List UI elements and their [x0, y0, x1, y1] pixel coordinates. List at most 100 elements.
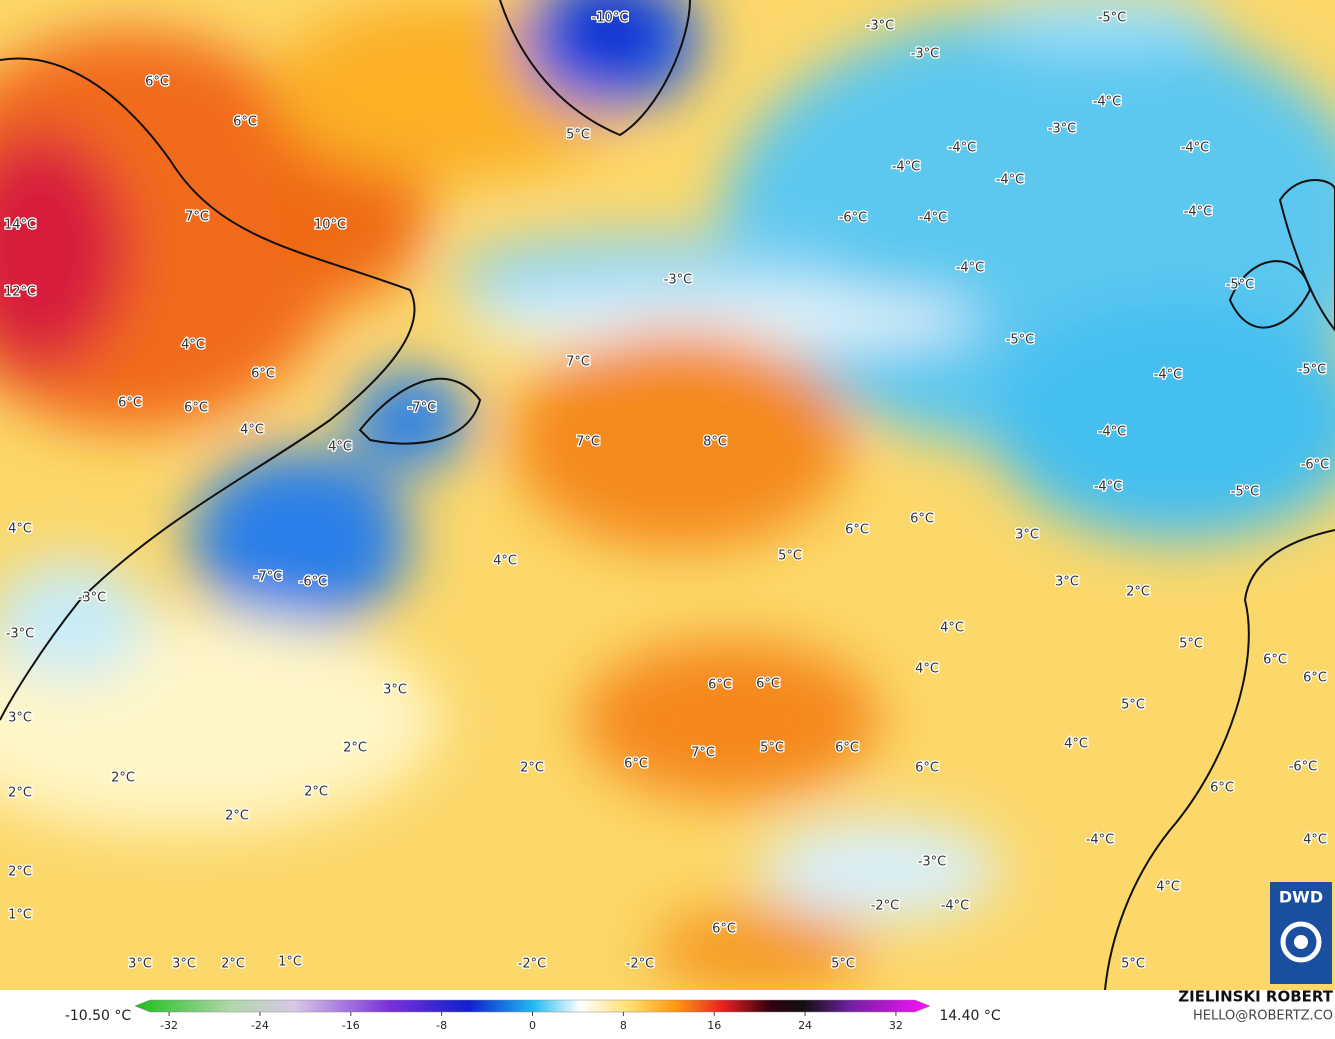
colorbar-tick-label: 8	[620, 1019, 627, 1032]
temperature-label: 1°C	[8, 908, 32, 923]
temperature-label: -4°C	[1086, 833, 1115, 848]
temperature-label: 4°C	[940, 621, 964, 636]
temperature-label: -4°C	[1181, 141, 1210, 156]
logo: DWD	[1270, 882, 1332, 984]
temperature-label: -5°C	[1098, 11, 1127, 26]
temperature-label: 5°C	[1179, 637, 1203, 652]
temperature-label: 4°C	[240, 423, 264, 438]
temperature-label: -2°C	[518, 957, 547, 972]
temperature-label: 6°C	[233, 115, 257, 130]
colorbar-max: 14.40 °C	[939, 1008, 1001, 1024]
colorbar-tick-label: -32	[160, 1019, 178, 1032]
temperature-label: 6°C	[251, 367, 275, 382]
temperature-label: 6°C	[1303, 671, 1327, 686]
temperature-label: -10°C	[592, 11, 629, 26]
temperature-label: 6°C	[756, 677, 780, 692]
temperature-labels: -10°C 5°C 6°C 6°C 7°C 10°C 14°C 12°C 4°C 6°C 6°C 6°…	[3, 9, 1331, 973]
colorbar-tick-label: -16	[342, 1019, 360, 1032]
temperature-label: 7°C	[576, 435, 600, 450]
temperature-label: 2°C	[111, 771, 135, 786]
temperature-label: 6°C	[624, 757, 648, 772]
temperature-label: -5°C	[1298, 363, 1327, 378]
temperature-label: 4°C	[915, 662, 939, 677]
temperature-label: 5°C	[778, 549, 802, 564]
temperature-label: -4°C	[1154, 368, 1183, 383]
temperature-label: 6°C	[145, 75, 169, 90]
temperature-label: -3°C	[78, 591, 107, 606]
temperature-label: 6°C	[708, 678, 732, 693]
temperature-label: 8°C	[703, 435, 727, 450]
temperature-label: -5°C	[1231, 485, 1260, 500]
temperature-label: 3°C	[128, 957, 152, 972]
temperature-label: 7°C	[185, 210, 209, 225]
temperature-label: -5°C	[1226, 278, 1255, 293]
temperature-label: -4°C	[1094, 480, 1123, 495]
temperature-label: -3°C	[866, 19, 895, 34]
credit-name: ZIELINSKI ROBERT	[1178, 988, 1333, 1006]
temperature-label: 6°C	[712, 922, 736, 937]
temperature-label: -7°C	[254, 570, 283, 585]
temperature-label: 2°C	[225, 809, 249, 824]
temperature-label: 1°C	[278, 955, 302, 970]
temperature-label: -6°C	[1289, 760, 1318, 775]
colorbar-tick-label: 0	[529, 1019, 536, 1032]
temperature-label: 12°C	[4, 285, 36, 300]
temperature-label: 4°C	[1156, 880, 1180, 895]
temperature-label: 3°C	[383, 683, 407, 698]
temperature-label: -6°C	[1301, 458, 1330, 473]
temperature-label: 2°C	[8, 786, 32, 801]
temperature-label: 10°C	[314, 218, 346, 233]
temperature-label: -6°C	[299, 575, 328, 590]
temperature-label: 3°C	[172, 957, 196, 972]
colorbar-tick-label: 32	[889, 1019, 903, 1032]
temperature-label: 3°C	[1055, 575, 1079, 590]
temperature-label: -4°C	[919, 211, 948, 226]
temperature-label: 4°C	[1303, 833, 1327, 848]
temperature-label: 6°C	[845, 523, 869, 538]
temperature-label: 5°C	[1121, 698, 1145, 713]
temperature-label: -6°C	[839, 211, 868, 226]
colorbar-tick-label: 16	[707, 1019, 721, 1032]
temperature-label: 4°C	[493, 554, 517, 569]
temperature-label: 3°C	[8, 711, 32, 726]
temperature-label: 7°C	[691, 746, 715, 761]
temperature-label: 2°C	[8, 865, 32, 880]
temperature-label: -3°C	[918, 855, 947, 870]
temperature-label: 2°C	[304, 785, 328, 800]
temperature-label: 7°C	[566, 355, 590, 370]
temperature-label: 6°C	[1263, 653, 1287, 668]
temperature-label: -4°C	[1098, 425, 1127, 440]
colorbar-tick-label: 24	[798, 1019, 812, 1032]
temperature-label: 4°C	[1064, 737, 1088, 752]
temperature-label: 6°C	[184, 401, 208, 416]
temperature-label: -2°C	[871, 899, 900, 914]
temperature-label: -4°C	[956, 261, 985, 276]
temperature-label: -3°C	[6, 627, 35, 642]
temperature-label: -4°C	[892, 160, 921, 175]
colorbar: -32 -24 -16 -8 0 8 16 24 32	[134, 999, 931, 1032]
credit-email: HELLO@ROBERTZ.CO	[1193, 1009, 1333, 1024]
temperature-label: 5°C	[831, 957, 855, 972]
temperature-label: 4°C	[8, 522, 32, 537]
temperature-label: 2°C	[221, 957, 245, 972]
temperature-label: -3°C	[1048, 122, 1077, 137]
temperature-label: 4°C	[181, 338, 205, 353]
temperature-label: -4°C	[941, 899, 970, 914]
temperature-label: -3°C	[664, 273, 693, 288]
temperature-label: 6°C	[835, 741, 859, 756]
temperature-label: 6°C	[1210, 781, 1234, 796]
logo-text: DWD	[1279, 888, 1323, 907]
temperature-label: -3°C	[911, 47, 940, 62]
temperature-label: 3°C	[1015, 528, 1039, 543]
temperature-label: 5°C	[1121, 957, 1145, 972]
temperature-field	[0, 0, 1335, 995]
temperature-label: 6°C	[910, 512, 934, 527]
temperature-label: 4°C	[328, 440, 352, 455]
temperature-label: -5°C	[1006, 333, 1035, 348]
temperature-label: -4°C	[1093, 95, 1122, 110]
temperature-label: 14°C	[4, 218, 36, 233]
temperature-label: 2°C	[1126, 585, 1150, 600]
colorbar-tick-label: -8	[436, 1019, 447, 1032]
temperature-label: 6°C	[915, 761, 939, 776]
